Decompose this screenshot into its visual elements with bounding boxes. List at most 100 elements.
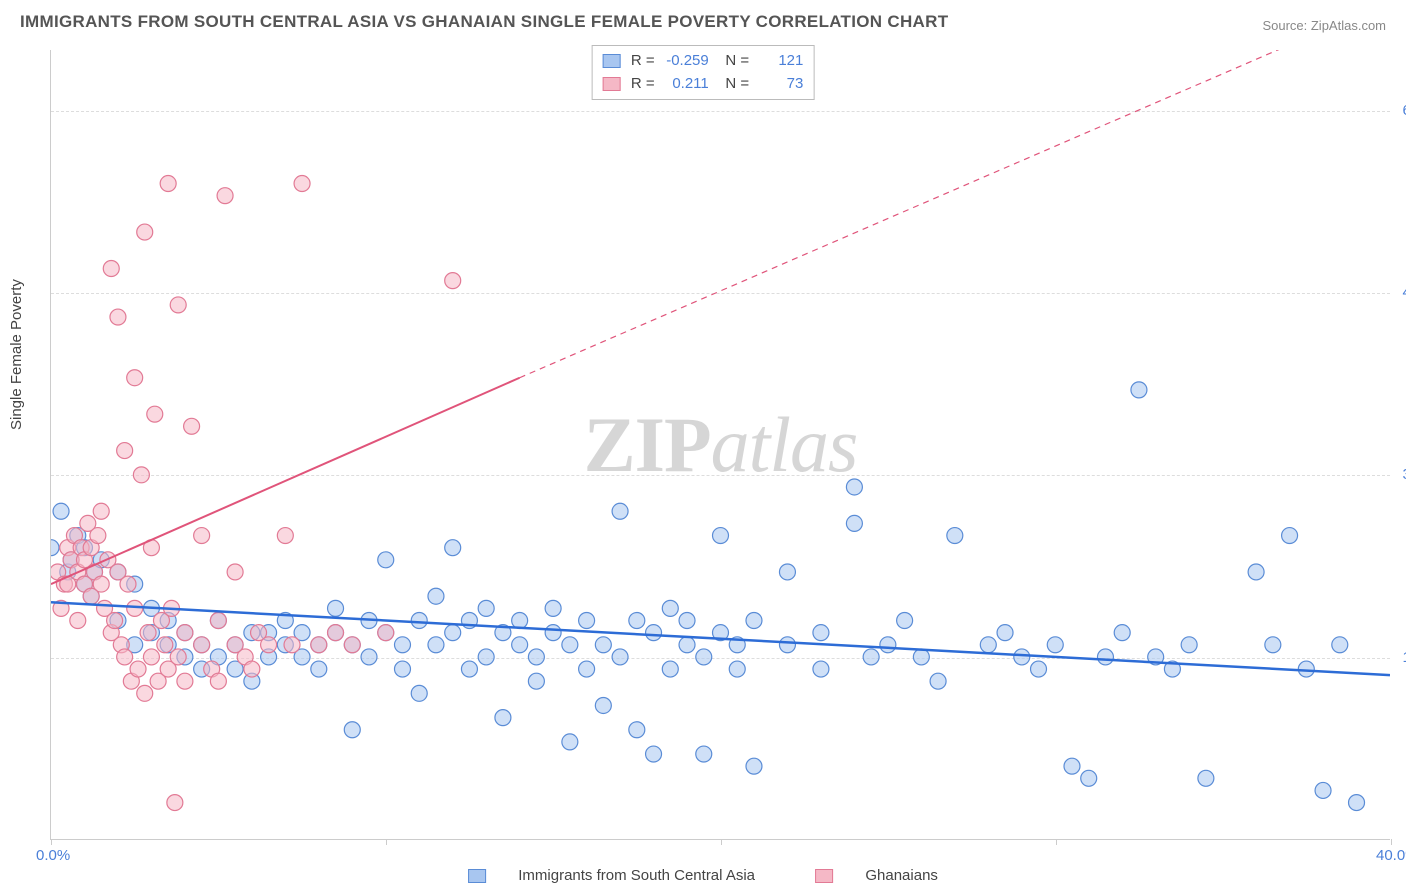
scatter-point: [227, 564, 243, 580]
scatter-point: [662, 600, 678, 616]
scatter-point: [846, 479, 862, 495]
legend-swatch-series2: [603, 77, 621, 91]
legend-swatch-series1: [603, 54, 621, 68]
scatter-point: [103, 261, 119, 277]
scatter-point: [1282, 528, 1298, 544]
scatter-point: [284, 637, 300, 653]
scatter-point: [170, 649, 186, 665]
scatter-point: [1315, 782, 1331, 798]
xtick-mark: [1056, 839, 1057, 845]
scatter-point: [133, 467, 149, 483]
scatter-point: [713, 528, 729, 544]
scatter-point: [361, 649, 377, 665]
scatter-point: [1332, 637, 1348, 653]
r-label: R =: [631, 75, 659, 92]
scatter-point: [528, 673, 544, 689]
legend-item-series1: Immigrants from South Central Asia: [454, 867, 773, 884]
ytick-label: 60.0%: [1395, 102, 1406, 119]
source-label: Source: ZipAtlas.com: [1262, 18, 1386, 33]
xtick-mark: [51, 839, 52, 845]
scatter-point: [579, 661, 595, 677]
scatter-point: [1349, 795, 1365, 811]
scatter-point: [947, 528, 963, 544]
scatter-point: [1198, 770, 1214, 786]
ytick-label: 15.0%: [1395, 649, 1406, 666]
r-value-series1: -0.259: [659, 50, 709, 73]
xtick-mark: [721, 839, 722, 845]
scatter-point: [629, 613, 645, 629]
scatter-point: [70, 613, 86, 629]
scatter-point: [930, 673, 946, 689]
legend-swatch-icon: [815, 869, 833, 883]
scatter-point: [344, 637, 360, 653]
legend-row-series1: R = -0.259 N = 121: [603, 50, 804, 73]
scatter-point: [107, 613, 123, 629]
scatter-point: [1081, 770, 1097, 786]
xtick-label: 40.0%: [1376, 847, 1406, 864]
xtick-label: 0.0%: [36, 847, 70, 864]
scatter-point: [1014, 649, 1030, 665]
scatter-point: [1181, 637, 1197, 653]
scatter-point: [137, 685, 153, 701]
scatter-point: [167, 795, 183, 811]
scatter-point: [545, 625, 561, 641]
scatter-point: [562, 734, 578, 750]
scatter-point: [428, 588, 444, 604]
scatter-point: [612, 649, 628, 665]
correlation-legend: R = -0.259 N = 121 R = 0.211 N = 73: [592, 45, 815, 100]
scatter-point: [478, 649, 494, 665]
y-axis-label: Single Female Poverty: [8, 279, 25, 430]
scatter-point: [143, 649, 159, 665]
scatter-point: [813, 661, 829, 677]
ytick-label: 45.0%: [1395, 284, 1406, 301]
scatter-point: [170, 297, 186, 313]
scatter-point: [880, 637, 896, 653]
scatter-point: [328, 600, 344, 616]
scatter-point: [696, 649, 712, 665]
scatter-point: [194, 637, 210, 653]
scatter-point: [378, 552, 394, 568]
scatter-point: [746, 758, 762, 774]
scatter-point: [913, 649, 929, 665]
scatter-point: [612, 503, 628, 519]
scatter-point: [210, 673, 226, 689]
scatter-point: [127, 370, 143, 386]
scatter-point: [53, 503, 69, 519]
scatter-point: [579, 613, 595, 629]
scatter-point: [461, 661, 477, 677]
scatter-point: [729, 661, 745, 677]
ytick-label: 30.0%: [1395, 466, 1406, 483]
scatter-point: [595, 697, 611, 713]
scatter-point: [478, 600, 494, 616]
scatter-point: [1131, 382, 1147, 398]
scatter-point: [445, 273, 461, 289]
scatter-point: [177, 625, 193, 641]
scatter-point: [261, 637, 277, 653]
scatter-point: [177, 673, 193, 689]
scatter-point: [897, 613, 913, 629]
xtick-mark: [1391, 839, 1392, 845]
scatter-point: [779, 637, 795, 653]
n-label: N =: [725, 52, 753, 69]
scatter-point: [646, 746, 662, 762]
scatter-point: [445, 540, 461, 556]
scatter-point: [311, 661, 327, 677]
scatter-point: [1114, 625, 1130, 641]
scatter-point: [662, 661, 678, 677]
scatter-point: [1265, 637, 1281, 653]
scatter-point: [110, 309, 126, 325]
scatter-point: [394, 661, 410, 677]
legend-label-series1: Immigrants from South Central Asia: [518, 867, 755, 884]
scatter-point: [411, 613, 427, 629]
scatter-point: [1097, 649, 1113, 665]
scatter-point: [646, 625, 662, 641]
scatter-point: [93, 503, 109, 519]
scatter-point: [244, 661, 260, 677]
scatter-point: [813, 625, 829, 641]
scatter-point: [1248, 564, 1264, 580]
legend-swatch-icon: [468, 869, 486, 883]
scatter-point: [629, 722, 645, 738]
scatter-point: [328, 625, 344, 641]
scatter-point: [495, 710, 511, 726]
scatter-point: [194, 528, 210, 544]
